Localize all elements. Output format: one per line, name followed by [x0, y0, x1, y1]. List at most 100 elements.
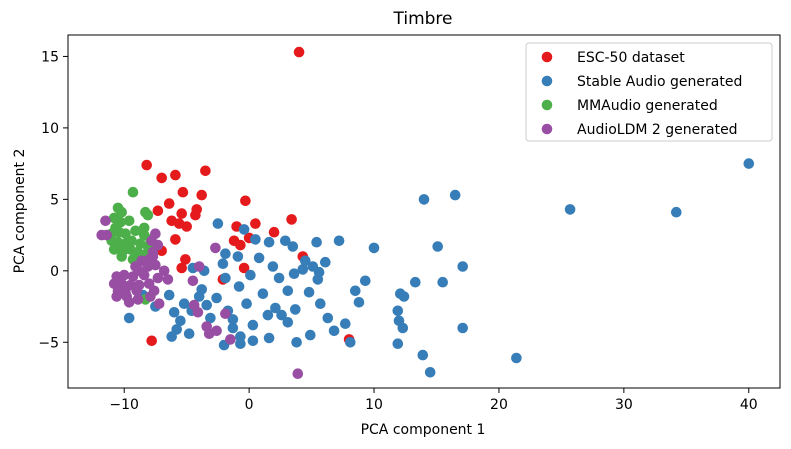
legend-label: MMAudio generated: [577, 98, 718, 114]
scatter-point: [212, 218, 224, 229]
scatter-point: [235, 239, 246, 251]
scatter-point: [168, 307, 180, 318]
scatter-point: [671, 206, 682, 218]
scatter-point: [291, 337, 302, 348]
scatter-point: [457, 261, 469, 272]
scatter-point: [116, 206, 127, 218]
scatter-point: [360, 275, 371, 287]
scatter-point: [116, 251, 127, 262]
scatter-point: [147, 251, 159, 262]
legend-box: [525, 42, 773, 142]
scatter-point: [158, 265, 170, 277]
legend-marker: [541, 75, 553, 87]
chart-title: Timbre: [392, 9, 452, 29]
scatter-point: [238, 262, 250, 274]
scatter-point: [328, 325, 340, 337]
legend: ESC-50 dataset Stable Audio generated MMAu…: [525, 42, 773, 142]
scatter-point: [180, 254, 191, 265]
scatter-point: [417, 349, 429, 361]
x-tick-label: 30: [615, 397, 633, 413]
scatter-point: [170, 169, 181, 181]
scatter-point: [183, 328, 195, 340]
scatter-point: [176, 262, 187, 274]
scatter-point: [126, 235, 137, 247]
scatter-point: [322, 312, 334, 324]
scatter-point: [350, 285, 361, 297]
scatter-point: [153, 298, 165, 310]
y-tick-label: 0: [50, 264, 59, 280]
scatter-point: [511, 352, 522, 364]
scatter-point: [286, 214, 297, 225]
scatter-point: [333, 235, 345, 247]
scatter-point: [245, 269, 256, 281]
scatter-point: [196, 189, 207, 201]
x-tick-label: −10: [109, 397, 139, 413]
scatter-point: [227, 314, 239, 325]
scatter-point: [273, 272, 285, 284]
scatter-point: [282, 317, 294, 328]
scatter-point: [193, 291, 205, 302]
scatter-point: [190, 209, 201, 221]
scatter-point: [220, 248, 231, 259]
legend-label: Stable Audio generated: [577, 74, 742, 90]
scatter-point: [227, 322, 239, 334]
scatter-point: [123, 312, 135, 324]
scatter-point: [449, 189, 461, 201]
scatter-point: [743, 158, 755, 169]
legend-label: AudioLDM 2 generated: [577, 122, 738, 138]
scatter-point: [108, 244, 120, 255]
scatter-point: [175, 315, 186, 327]
legend-marker: [541, 51, 553, 63]
scatter-point: [432, 241, 444, 252]
x-tick-label: 20: [490, 397, 508, 413]
y-tick-label: 5: [50, 192, 59, 208]
scatter-point: [424, 367, 436, 378]
x-tick-label: 0: [245, 397, 254, 413]
y-tick-label: 10: [41, 121, 59, 137]
scatter-point: [203, 328, 215, 340]
scatter-point: [187, 275, 199, 287]
y-axis-label: PCA component 2: [12, 149, 28, 274]
scatter-point: [220, 272, 231, 284]
scatter-point: [211, 292, 222, 304]
scatter-point: [166, 331, 177, 342]
scatter-point: [101, 229, 112, 241]
scatter-point: [127, 186, 139, 198]
scatter-point: [176, 208, 187, 219]
scatter-point: [263, 332, 275, 344]
scatter-point: [280, 235, 291, 247]
scatter-point: [437, 276, 449, 288]
scatter-point: [163, 198, 175, 209]
scatter-point: [138, 269, 150, 281]
scatter-point: [368, 242, 380, 254]
scatter-point: [111, 291, 122, 302]
legend-label: ESC-50 dataset: [577, 50, 685, 66]
scatter-point: [268, 226, 280, 238]
scatter-point: [398, 291, 410, 302]
scatter-point: [303, 286, 315, 298]
scatter-point: [193, 261, 205, 272]
scatter-point: [247, 335, 259, 347]
scatter-point: [232, 251, 244, 262]
scatter-point: [181, 221, 192, 232]
scatter-point: [240, 195, 251, 207]
scatter-point: [312, 274, 324, 285]
scatter-point: [152, 272, 164, 284]
scatter-point: [292, 368, 304, 380]
scatter-point: [287, 241, 299, 252]
scatter-point: [257, 288, 269, 300]
scatter-point: [418, 194, 430, 205]
scatter-point: [100, 215, 111, 227]
scatter-point: [305, 329, 316, 341]
scatter-point: [141, 159, 152, 171]
scatter-point: [200, 165, 211, 177]
scatter-point: [270, 302, 281, 314]
scatter-point: [250, 218, 261, 229]
scatter-point: [130, 225, 141, 237]
scatter-point: [235, 338, 246, 350]
scatter-point: [156, 172, 167, 184]
scatter-point: [201, 299, 212, 311]
scatter-point: [163, 289, 175, 301]
scatter-point: [293, 46, 305, 58]
